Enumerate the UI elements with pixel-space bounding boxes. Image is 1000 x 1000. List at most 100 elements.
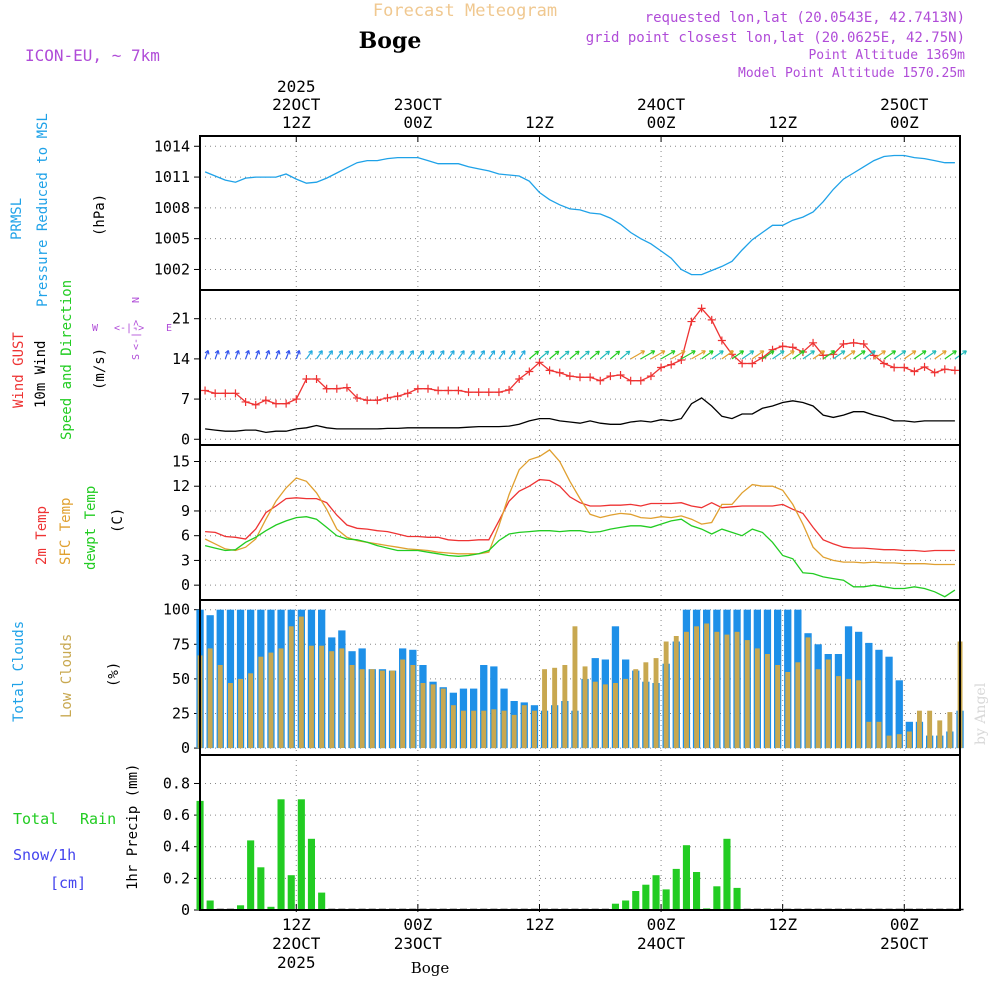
gust-marker [515,374,524,383]
rain-bar [622,900,630,910]
series-dewpt [204,516,956,598]
low-cloud-bar [228,683,233,748]
low-cloud-bar [319,645,325,749]
wind-arrow-head [265,349,271,355]
wind-arrow [224,350,229,360]
wind-arrow-head [328,350,334,355]
legend-snow: Snow/1h [13,846,76,864]
low-clouds-label: Low Clouds [59,634,75,718]
wind-arrow [447,350,455,360]
gust-marker [444,386,453,395]
bottom-time-label: 00Z [890,915,919,934]
wind-arrow [843,350,856,360]
wind-arrow-head [460,350,465,355]
top-time-label: 2025 [277,77,316,96]
rain-bar [267,906,275,910]
wind-arrow [822,350,836,360]
wind-arrow [295,350,300,360]
wind-arrow [468,350,475,360]
wind-arrow-head [275,349,281,355]
wind-arrow-head [510,350,516,355]
low-cloud-bar [653,658,659,749]
low-cloud-bar [491,709,497,749]
y-tick-label: 0.6 [163,806,190,824]
bottom-time-label: 2025 [277,953,316,972]
low-cloud-bar [369,669,375,749]
wind-arrow-head [470,350,475,355]
y-tick-label: 9 [181,502,190,520]
gust-marker [505,385,514,394]
pressure-unit-label: (hPa) [92,194,108,236]
forecast-title: Forecast Meteogram [373,1,557,21]
low-cloud-bar [927,710,933,749]
wind-arrow-head [881,350,886,355]
low-cloud-bar [714,631,720,749]
gust-marker [322,384,331,393]
wind-arrow-head [235,349,240,355]
wind-arrow-head [224,349,230,355]
wind-arrow-head [615,350,621,356]
credit-watermark: by Angel [973,682,989,745]
requested-coords: requested lon,lat (20.0543E, 42.7413N) [645,10,965,26]
panel-wind: 0 7 14 21 [172,289,967,448]
wind-10m-label: 10m Wind [33,341,49,408]
gust-marker [251,400,260,409]
grid-point-coords: grid point closest lon,lat (20.0625E, 42… [586,30,965,46]
rain-bar [682,845,690,910]
wind-arrow-head [901,350,907,355]
bottom-time-label: 22OCT [272,934,321,953]
low-cloud-bar [592,681,598,749]
low-cloud-bar [917,710,922,749]
wind-arrow [670,350,686,360]
compass-south: S [131,354,142,360]
low-cloud-bar [805,637,811,749]
wind-arrow-head [921,350,927,355]
wind-arrow-head [490,350,496,355]
wind-arrow-head [521,350,526,355]
wind-arrow [944,350,957,360]
low-cloud-bar [248,673,254,748]
bottom-time-label: 12Z [282,915,311,934]
model-label: ICON-EU, ~ 7km [25,46,160,65]
low-cloud-bar [298,616,304,749]
low-cloud-bar [511,714,517,749]
dewpt-label: dewpt Temp [83,486,99,570]
low-cloud-bar [339,648,345,748]
wind-arrow [316,350,323,360]
gust-marker [292,395,301,404]
wind-unit-label: (m/s) [92,348,108,390]
low-cloud-bar [582,666,588,749]
gust-marker [950,366,959,375]
low-cloud-bar [410,665,416,748]
wind-arrow [832,350,846,360]
wind-arrow-head [931,350,937,355]
gust-marker [535,358,544,367]
y-tick-label: 21 [172,310,190,328]
low-cloud-bar [238,678,243,749]
wind-arrow [681,350,696,360]
wind-arrow-head [429,350,435,355]
point-altitude: Point Altitude 1369m [808,48,965,63]
wind-arrow [559,350,570,360]
panel-frame [199,289,961,446]
sfc-temp-label: SFC Temp [58,498,74,565]
low-cloud-bar [846,678,851,749]
gust-marker [403,389,412,398]
low-cloud-bar [390,670,395,749]
panel-side-labels: PRMSL Pressure Reduced to MSL (hPa) Wind… [9,113,141,890]
gust-marker [545,366,554,375]
low-cloud-bar [613,683,618,748]
gust-marker [434,386,443,395]
bottom-time-label: 00Z [647,915,676,934]
low-cloud-bar [694,626,699,749]
wind-arrow [579,350,590,360]
wind-arrow [336,350,344,360]
low-cloud-bar [380,670,385,749]
low-cloud-bar [552,667,558,749]
gust-marker [687,317,696,326]
wind-arrow [772,350,785,360]
prmsl-label: PRMSL [9,198,25,240]
speed-direction-label: Speed and Direction [59,280,75,440]
wind-arrow [924,350,937,360]
wind-arrow-head [830,350,836,355]
